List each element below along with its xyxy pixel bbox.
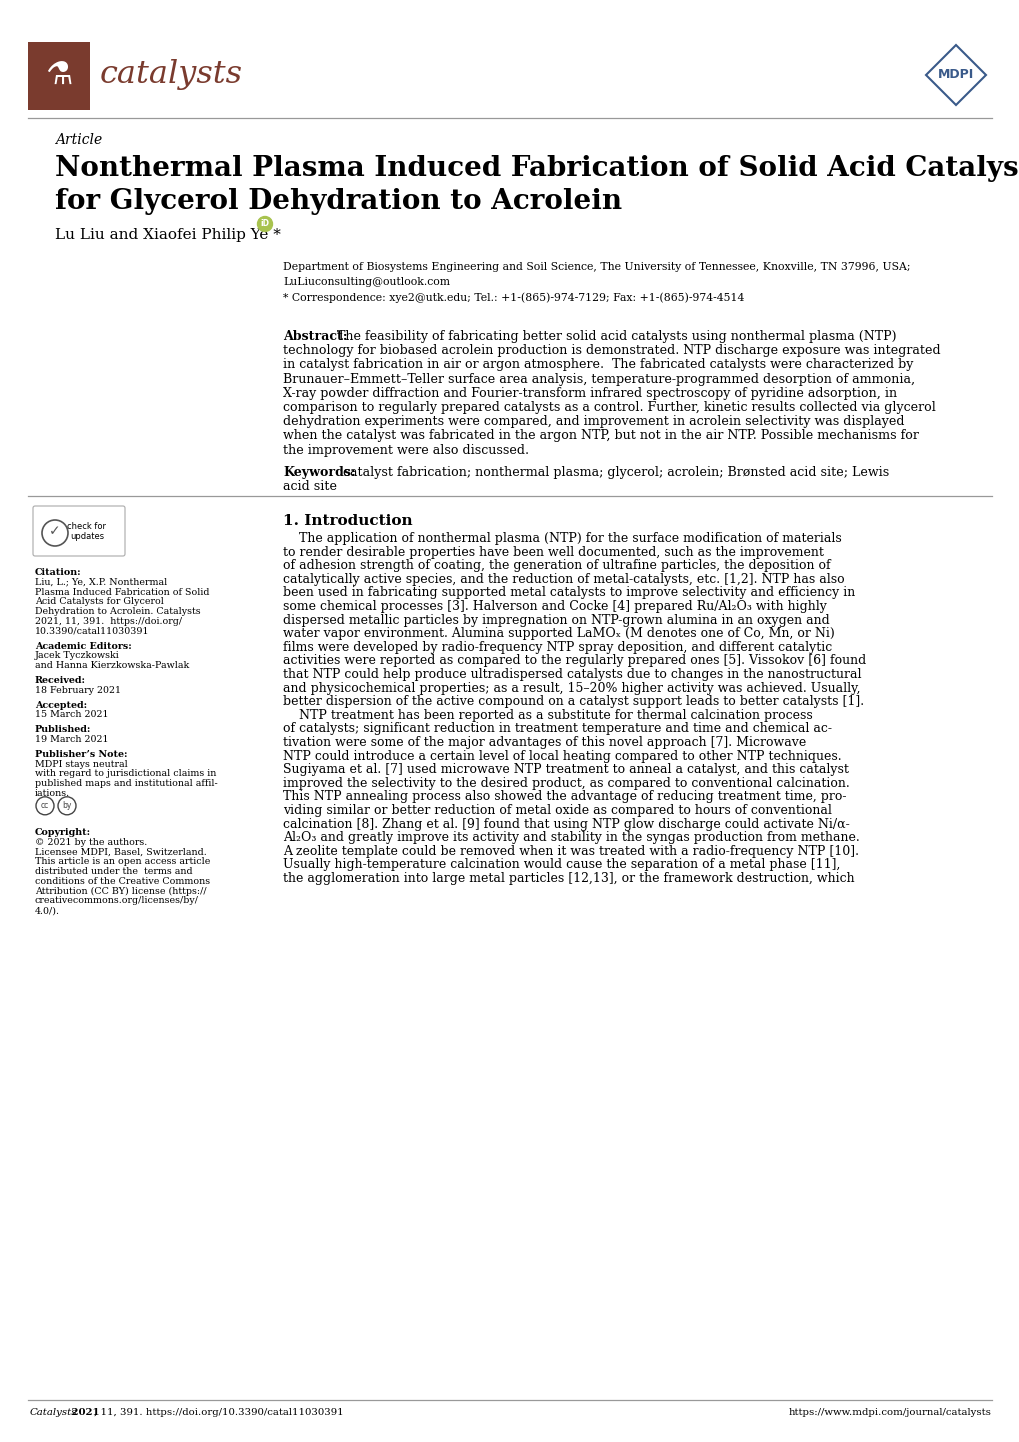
Text: dispersed metallic particles by impregnation on NTP-grown alumina in an oxygen a: dispersed metallic particles by impregna… (282, 614, 828, 627)
Text: the agglomeration into large metal particles [12,13], or the framework destructi: the agglomeration into large metal parti… (282, 872, 854, 885)
Text: Received:: Received: (35, 676, 86, 685)
Text: and physicochemical properties; as a result, 15–20% higher activity was achieved: and physicochemical properties; as a res… (282, 682, 860, 695)
Text: catalyst fabrication; nonthermal plasma; glycerol; acrolein; Brønsted acid site;: catalyst fabrication; nonthermal plasma;… (338, 466, 889, 479)
Text: , 11, 391. https://doi.org/10.3390/catal11030391: , 11, 391. https://doi.org/10.3390/catal… (94, 1407, 343, 1417)
Text: distributed under the  terms and: distributed under the terms and (35, 867, 193, 875)
Text: Abstract:: Abstract: (282, 330, 347, 343)
Text: published maps and institutional affil-: published maps and institutional affil- (35, 779, 217, 789)
Text: Jacek Tyczkowski: Jacek Tyczkowski (35, 652, 119, 660)
Text: ✓: ✓ (49, 523, 61, 538)
Text: © 2021 by the authors.: © 2021 by the authors. (35, 838, 147, 846)
Text: Al₂O₃ and greatly improve its activity and stability in the syngas production fr: Al₂O₃ and greatly improve its activity a… (282, 831, 859, 844)
Text: check for: check for (67, 522, 106, 531)
Text: of catalysts; significant reduction in treatment temperature and time and chemic: of catalysts; significant reduction in t… (282, 722, 832, 735)
Text: Nonthermal Plasma Induced Fabrication of Solid Acid Catalysts: Nonthermal Plasma Induced Fabrication of… (55, 154, 1019, 182)
Text: X-ray powder diffraction and Fourier-transform infrared spectroscopy of pyridine: X-ray powder diffraction and Fourier-tra… (282, 386, 897, 399)
Text: MDPI: MDPI (936, 69, 973, 82)
Text: Article: Article (55, 133, 102, 147)
Text: 18 February 2021: 18 February 2021 (35, 686, 121, 695)
Text: The application of nonthermal plasma (NTP) for the surface modification of mater: The application of nonthermal plasma (NT… (282, 532, 841, 545)
Text: * Correspondence: xye2@utk.edu; Tel.: +1-(865)-974-7129; Fax: +1-(865)-974-4514: * Correspondence: xye2@utk.edu; Tel.: +1… (282, 291, 744, 303)
Text: 19 March 2021: 19 March 2021 (35, 735, 108, 744)
Text: updates: updates (70, 532, 104, 541)
Text: films were developed by radio-frequency NTP spray deposition, and different cata: films were developed by radio-frequency … (282, 640, 832, 653)
Text: tivation were some of the major advantages of this novel approach [7]. Microwave: tivation were some of the major advantag… (282, 735, 805, 748)
Text: calcination [8]. Zhang et al. [9] found that using NTP glow discharge could acti: calcination [8]. Zhang et al. [9] found … (282, 818, 849, 831)
Text: https://www.mdpi.com/journal/catalysts: https://www.mdpi.com/journal/catalysts (789, 1407, 991, 1417)
Text: Plasma Induced Fabrication of Solid: Plasma Induced Fabrication of Solid (35, 587, 209, 597)
Text: comparison to regularly prepared catalysts as a control. Further, kinetic result: comparison to regularly prepared catalys… (282, 401, 935, 414)
Text: been used in fabricating supported metal catalysts to improve selectivity and ef: been used in fabricating supported metal… (282, 587, 854, 600)
Text: Usually high-temperature calcination would cause the separation of a metal phase: Usually high-temperature calcination wou… (282, 858, 840, 871)
Text: Liu, L.; Ye, X.P. Nonthermal: Liu, L.; Ye, X.P. Nonthermal (35, 578, 167, 587)
Text: better dispersion of the active compound on a catalyst support leads to better c: better dispersion of the active compound… (282, 695, 863, 708)
Text: 2021, 11, 391.  https://doi.org/: 2021, 11, 391. https://doi.org/ (35, 617, 182, 626)
Text: Attribution (CC BY) license (https://: Attribution (CC BY) license (https:// (35, 887, 207, 895)
Text: improved the selectivity to the desired product, as compared to conventional cal: improved the selectivity to the desired … (282, 777, 849, 790)
Text: to render desirable properties have been well documented, such as the improvemen: to render desirable properties have been… (282, 545, 823, 558)
Text: NTP could introduce a certain level of local heating compared to other NTP techn: NTP could introduce a certain level of l… (282, 750, 841, 763)
Text: 10.3390/catal11030391: 10.3390/catal11030391 (35, 627, 150, 636)
Text: Department of Biosystems Engineering and Soil Science, The University of Tenness: Department of Biosystems Engineering and… (282, 262, 910, 273)
Text: Published:: Published: (35, 725, 92, 734)
Text: and Hanna Kierzkowska-Pawlak: and Hanna Kierzkowska-Pawlak (35, 662, 190, 671)
Circle shape (257, 216, 272, 232)
Text: by: by (62, 802, 71, 810)
Text: iations.: iations. (35, 789, 70, 797)
Text: iD: iD (260, 219, 269, 228)
Text: Licensee MDPI, Basel, Switzerland.: Licensee MDPI, Basel, Switzerland. (35, 848, 207, 857)
Text: MDPI stays neutral: MDPI stays neutral (35, 760, 127, 769)
Text: catalytically active species, and the reduction of metal-catalysts, etc. [1,2]. : catalytically active species, and the re… (282, 572, 844, 585)
Text: Accepted:: Accepted: (35, 701, 87, 709)
Text: ⚗: ⚗ (45, 62, 72, 91)
Text: water vapor environment. Alumina supported LaMOₓ (M denotes one of Co, Mn, or Ni: water vapor environment. Alumina support… (282, 627, 834, 640)
Text: Lu Liu and Xiaofei Philip Ye *: Lu Liu and Xiaofei Philip Ye * (55, 228, 280, 242)
Text: Publisher’s Note:: Publisher’s Note: (35, 750, 127, 758)
Text: creativecommons.org/licenses/by/: creativecommons.org/licenses/by/ (35, 897, 199, 906)
Text: Acid Catalysts for Glycerol: Acid Catalysts for Glycerol (35, 597, 164, 607)
Text: dehydration experiments were compared, and improvement in acrolein selectivity w: dehydration experiments were compared, a… (282, 415, 904, 428)
Text: catalysts: catalysts (100, 59, 243, 91)
Text: Academic Editors:: Academic Editors: (35, 642, 131, 650)
Text: 2021: 2021 (68, 1407, 100, 1417)
Text: This article is an open access article: This article is an open access article (35, 857, 210, 867)
Text: Keywords:: Keywords: (282, 466, 356, 479)
FancyBboxPatch shape (33, 506, 125, 557)
Text: of adhesion strength of coating, the generation of ultrafine particles, the depo: of adhesion strength of coating, the gen… (282, 559, 829, 572)
Text: with regard to jurisdictional claims in: with regard to jurisdictional claims in (35, 770, 216, 779)
Text: cc: cc (41, 802, 49, 810)
Text: technology for biobased acrolein production is demonstrated. NTP discharge expos: technology for biobased acrolein product… (282, 345, 940, 358)
Text: LuLiuconsulting@outlook.com: LuLiuconsulting@outlook.com (282, 277, 449, 287)
Text: The feasibility of fabricating better solid acid catalysts using nonthermal plas: The feasibility of fabricating better so… (332, 330, 896, 343)
Text: conditions of the Creative Commons: conditions of the Creative Commons (35, 877, 210, 885)
Text: Catalysts: Catalysts (30, 1407, 77, 1417)
Text: in catalyst fabrication in air or argon atmosphere.  The fabricated catalysts we: in catalyst fabrication in air or argon … (282, 359, 912, 372)
Text: when the catalyst was fabricated in the argon NTP, but not in the air NTP. Possi: when the catalyst was fabricated in the … (282, 430, 918, 443)
Text: that NTP could help produce ultradispersed catalysts due to changes in the nanos: that NTP could help produce ultradispers… (282, 668, 861, 681)
Text: 15 March 2021: 15 March 2021 (35, 711, 108, 720)
Text: 4.0/).: 4.0/). (35, 906, 60, 916)
Text: the improvement were also discussed.: the improvement were also discussed. (282, 444, 529, 457)
Text: some chemical processes [3]. Halverson and Cocke [4] prepared Ru/Al₂O₃ with high: some chemical processes [3]. Halverson a… (282, 600, 826, 613)
Text: This NTP annealing process also showed the advantage of reducing treatment time,: This NTP annealing process also showed t… (282, 790, 846, 803)
Text: activities were reported as compared to the regularly prepared ones [5]. Vissoko: activities were reported as compared to … (282, 655, 865, 668)
Text: Brunauer–Emmett–Teller surface area analysis, temperature-programmed desorption : Brunauer–Emmett–Teller surface area anal… (282, 372, 914, 385)
Text: NTP treatment has been reported as a substitute for thermal calcination process: NTP treatment has been reported as a sub… (282, 709, 812, 722)
Text: Copyright:: Copyright: (35, 828, 91, 836)
Text: A zeolite template could be removed when it was treated with a radio-frequency N: A zeolite template could be removed when… (282, 845, 858, 858)
Text: Dehydration to Acrolein. Catalysts: Dehydration to Acrolein. Catalysts (35, 607, 201, 616)
Text: 1. Introduction: 1. Introduction (282, 513, 413, 528)
Text: acid site: acid site (282, 480, 336, 493)
Text: Citation:: Citation: (35, 568, 82, 577)
Text: for Glycerol Dehydration to Acrolein: for Glycerol Dehydration to Acrolein (55, 187, 622, 215)
FancyBboxPatch shape (28, 42, 90, 110)
Text: viding similar or better reduction of metal oxide as compared to hours of conven: viding similar or better reduction of me… (282, 805, 832, 818)
Text: Sugiyama et al. [7] used microwave NTP treatment to anneal a catalyst, and this : Sugiyama et al. [7] used microwave NTP t… (282, 763, 848, 776)
